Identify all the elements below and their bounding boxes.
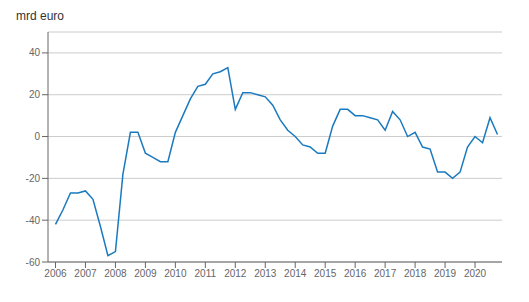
svg-text:2012: 2012 bbox=[224, 268, 247, 279]
svg-text:2017: 2017 bbox=[374, 268, 397, 279]
svg-text:2010: 2010 bbox=[164, 268, 187, 279]
svg-text:-60: -60 bbox=[26, 257, 41, 268]
svg-text:0: 0 bbox=[34, 131, 40, 142]
svg-text:2020: 2020 bbox=[464, 268, 487, 279]
svg-text:2008: 2008 bbox=[104, 268, 127, 279]
svg-text:2011: 2011 bbox=[195, 268, 217, 279]
svg-text:2006: 2006 bbox=[44, 268, 67, 279]
svg-text:2014: 2014 bbox=[284, 268, 307, 279]
svg-text:40: 40 bbox=[29, 47, 41, 58]
svg-text:2016: 2016 bbox=[344, 268, 367, 279]
html-text:mrd euro: mrd euro bbox=[16, 9, 64, 23]
svg-text:2009: 2009 bbox=[134, 268, 157, 279]
svg-text:2015: 2015 bbox=[314, 268, 337, 279]
svg-text:2019: 2019 bbox=[434, 268, 457, 279]
svg-text:-20: -20 bbox=[26, 173, 41, 184]
svg-text:2007: 2007 bbox=[74, 268, 97, 279]
svg-text:2018: 2018 bbox=[404, 268, 427, 279]
svg-text:-40: -40 bbox=[26, 215, 41, 226]
svg-text:2013: 2013 bbox=[254, 268, 277, 279]
svg-text:20: 20 bbox=[29, 89, 41, 100]
